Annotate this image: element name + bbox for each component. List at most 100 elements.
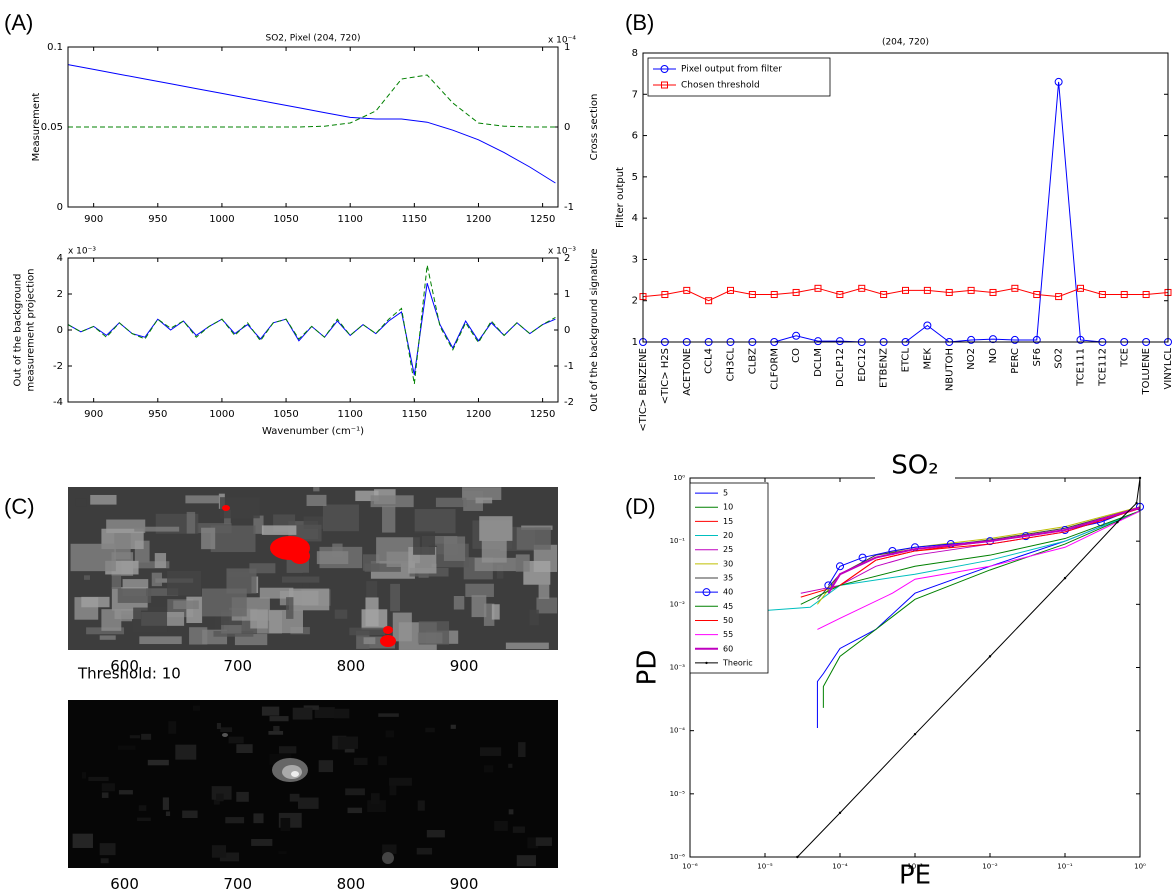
x-tick-label: 950: [148, 409, 167, 420]
image-block: [117, 745, 136, 750]
x-tick-label: 10⁻³: [907, 862, 923, 870]
image-block: [101, 609, 122, 631]
image-block: [365, 597, 379, 627]
image-block: [536, 597, 558, 614]
y2-tick-label: 0: [564, 122, 570, 133]
x-tick-label: 10⁰: [1134, 862, 1146, 870]
marker: [838, 811, 842, 815]
marker: [683, 286, 691, 294]
legend-label: Chosen threshold: [681, 81, 760, 91]
image-block: [125, 561, 170, 569]
marker: [1076, 335, 1085, 344]
image-block: [137, 817, 151, 822]
legend-label: 30: [723, 559, 733, 568]
y-tick-label: 2: [632, 296, 638, 307]
x-tick-label: 600: [110, 657, 139, 675]
image-block: [216, 793, 224, 802]
x-tick-label: CLBZ: [747, 348, 758, 374]
series-line: [827, 506, 1141, 594]
x-tick-label: VINYLCL: [1163, 348, 1174, 390]
series-line: [643, 81, 1168, 343]
legend-label: 50: [723, 616, 733, 625]
image-block: [508, 763, 513, 768]
y-tick-label: 4: [632, 213, 638, 224]
x-tick-label: 10⁻⁴: [832, 862, 848, 870]
image-block: [382, 844, 397, 854]
x-tick-label: ETBENZ: [879, 348, 890, 388]
image-block: [512, 826, 525, 833]
marker: [770, 291, 778, 299]
image-block: [515, 554, 530, 572]
marker: [1063, 576, 1067, 580]
image-block: [349, 627, 386, 636]
image-block: [151, 572, 162, 587]
x-tick-label: 1150: [402, 409, 427, 420]
marker: [836, 291, 844, 299]
marker: [1054, 77, 1063, 86]
x-tick-label: MEK: [922, 348, 933, 370]
series-line: [816, 510, 1141, 729]
y2-tick-label: -1: [564, 361, 574, 372]
x-tick-label: TCE111: [1076, 348, 1087, 387]
image-block: [389, 783, 397, 796]
plot-frame: [67, 46, 559, 208]
x-tick-label: NBUTOH: [944, 348, 955, 391]
image-block: [382, 505, 396, 533]
image-block: [475, 497, 493, 504]
marker: [1077, 284, 1084, 292]
image-block: [417, 632, 443, 644]
y-tick-label: -2: [53, 361, 63, 372]
image-block: [225, 817, 245, 824]
image-block: [286, 597, 294, 619]
chart-panel: 600 700 800 900: [68, 700, 558, 891]
plot-frame: [642, 52, 1169, 343]
y-multiplier: x 10⁻³: [68, 247, 96, 257]
series-line: [822, 510, 1141, 708]
x-tick-label: DCLM: [813, 348, 824, 377]
y-tick-label: 10⁻⁴: [670, 727, 686, 735]
image-block: [453, 595, 465, 610]
image-block: [347, 807, 363, 814]
image-block: [425, 727, 435, 733]
image-block: [82, 772, 87, 779]
chart-panel: 600 700 800 900 (C) Threshold: 10: [4, 487, 558, 683]
legend-label: 60: [723, 644, 733, 653]
x-tick-label: PERC: [1010, 348, 1021, 374]
x-tick-label: <TIC> H2S: [660, 348, 671, 404]
image-block: [523, 560, 551, 585]
marker: [748, 291, 756, 299]
image-block: [334, 609, 348, 619]
image-block: [390, 583, 401, 612]
series-line: [67, 283, 556, 376]
y-tick-label: 8: [632, 48, 638, 59]
image-block: [314, 707, 335, 719]
marker: [988, 655, 992, 658]
x-tick-label: SF6: [1032, 348, 1043, 366]
image-block: [101, 792, 109, 798]
image-block: [414, 509, 456, 534]
image-block: [261, 525, 297, 535]
image-block: [306, 494, 327, 506]
marker: [989, 288, 997, 296]
image-block: [353, 757, 368, 766]
image-block: [138, 805, 147, 811]
y-tick-label: 6: [632, 131, 638, 142]
chart-title: (204, 720): [882, 38, 929, 48]
image-block: [88, 776, 109, 782]
x-tick-label: 1100: [337, 214, 362, 225]
x-tick-label: TCE: [1119, 348, 1130, 368]
image-block: [141, 733, 152, 740]
x-tick-label: 900: [84, 409, 103, 420]
image-block: [518, 742, 526, 758]
panel-label: (C): [4, 494, 35, 519]
image-block: [426, 829, 445, 838]
image-block: [389, 777, 412, 786]
legend-marker: [661, 81, 668, 89]
marker: [792, 331, 801, 340]
x-tick-label: 1050: [273, 214, 298, 225]
image-block: [363, 637, 376, 645]
x-tick-label: 1100: [337, 409, 362, 420]
marker: [880, 291, 888, 299]
bright-spot: [382, 852, 394, 864]
